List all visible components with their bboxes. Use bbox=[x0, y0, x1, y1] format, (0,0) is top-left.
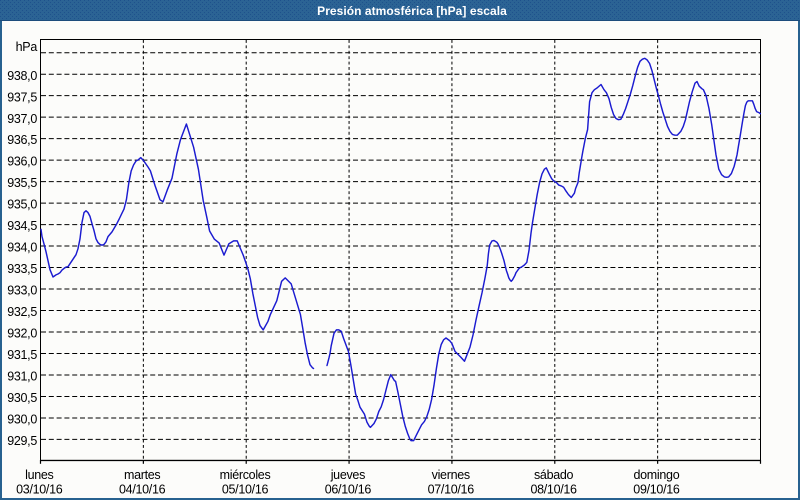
svg-text:viernes: viernes bbox=[432, 468, 470, 482]
svg-text:06/10/16: 06/10/16 bbox=[325, 483, 372, 497]
svg-text:domingo: domingo bbox=[634, 468, 680, 482]
svg-text:martes: martes bbox=[124, 468, 160, 482]
svg-text:936,5: 936,5 bbox=[7, 133, 37, 147]
svg-text:jueves: jueves bbox=[330, 468, 365, 482]
svg-text:929,5: 929,5 bbox=[7, 434, 37, 448]
svg-text:lunes: lunes bbox=[25, 468, 53, 482]
svg-text:937,0: 937,0 bbox=[7, 112, 37, 126]
svg-text:930,5: 930,5 bbox=[7, 391, 37, 405]
svg-text:hPa: hPa bbox=[16, 40, 38, 54]
svg-text:932,0: 932,0 bbox=[7, 327, 37, 341]
svg-text:07/10/16: 07/10/16 bbox=[428, 483, 475, 497]
svg-text:Presión atmosférica [hPa] esca: Presión atmosférica [hPa] escala bbox=[317, 4, 507, 18]
svg-text:09/10/16: 09/10/16 bbox=[633, 483, 680, 497]
svg-text:935,0: 935,0 bbox=[7, 198, 37, 212]
svg-text:937,5: 937,5 bbox=[7, 90, 37, 104]
svg-text:04/10/16: 04/10/16 bbox=[119, 483, 166, 497]
svg-text:935,5: 935,5 bbox=[7, 176, 37, 190]
svg-text:931,0: 931,0 bbox=[7, 370, 37, 384]
svg-text:931,5: 931,5 bbox=[7, 348, 37, 362]
svg-text:sábado: sábado bbox=[534, 468, 574, 482]
svg-text:08/10/16: 08/10/16 bbox=[530, 483, 577, 497]
svg-text:936,0: 936,0 bbox=[7, 155, 37, 169]
svg-text:930,0: 930,0 bbox=[7, 413, 37, 427]
svg-text:934,0: 934,0 bbox=[7, 241, 37, 255]
svg-text:05/10/16: 05/10/16 bbox=[222, 483, 269, 497]
svg-text:933,0: 933,0 bbox=[7, 284, 37, 298]
svg-text:03/10/16: 03/10/16 bbox=[16, 483, 63, 497]
svg-text:938,0: 938,0 bbox=[7, 69, 37, 83]
svg-text:miércoles: miércoles bbox=[220, 468, 271, 482]
svg-text:932,5: 932,5 bbox=[7, 305, 37, 319]
svg-text:934,5: 934,5 bbox=[7, 219, 37, 233]
svg-text:933,5: 933,5 bbox=[7, 262, 37, 276]
